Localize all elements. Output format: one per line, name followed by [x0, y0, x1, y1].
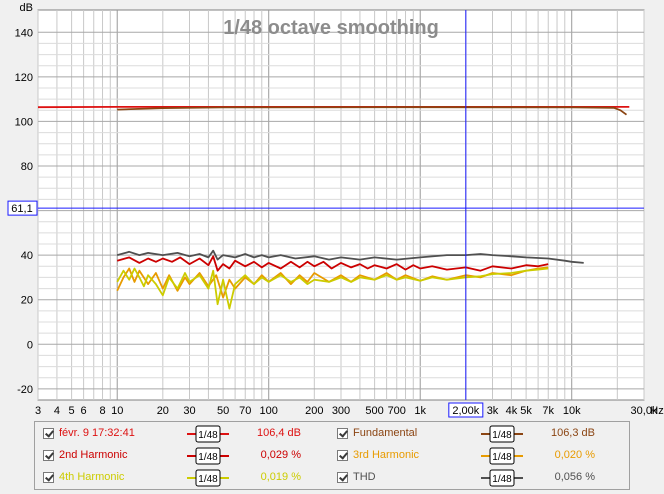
x-tick-label: 50 [217, 405, 229, 417]
y-tick-label: 80 [21, 161, 33, 173]
series-line-5 [116, 249, 584, 264]
cursor-x-readout: 2,00k [452, 405, 479, 417]
legend-checkbox[interactable] [43, 428, 54, 439]
legend-label: Fundamental [353, 427, 418, 439]
x-axis-unit: Hz [650, 405, 663, 417]
x-tick-label: 20 [157, 405, 169, 417]
legend-item: Fundamental 1/48 106,3 dB [35, 424, 629, 446]
legend-checkbox[interactable] [43, 450, 54, 461]
graph-area[interactable]: 140120100806040200-20dB34568102030507010… [0, 0, 664, 420]
y-tick-label: 100 [15, 116, 33, 128]
legend-item: 2nd Harmonic 1/48 0,029 % [35, 446, 629, 468]
x-tick-label: 500 [365, 405, 383, 417]
legend-panel: févr. 9 17:32:41 1/48 106,4 dB Fundamental 1… [34, 421, 630, 490]
y-tick-label: -20 [17, 384, 33, 396]
smoothing-label: 1/48 [492, 430, 512, 441]
legend-label: THD [353, 471, 376, 483]
legend-label: 4th Harmonic [59, 471, 125, 483]
series-line-4 [116, 267, 549, 310]
x-tick-label: 5k [520, 405, 532, 417]
legend-value: 0,029 % [260, 449, 301, 461]
x-tick-label: 4k [506, 405, 518, 417]
series-line-1 [117, 106, 628, 116]
y-tick-label: 120 [15, 72, 33, 84]
x-tick-label: 7k [542, 405, 554, 417]
legend-checkbox[interactable] [337, 450, 348, 461]
cursor-y-readout: 61,1 [11, 203, 32, 215]
x-tick-label: 4 [54, 405, 60, 417]
cursor-x-box [448, 402, 484, 418]
series-line-2 [116, 255, 549, 272]
smoothing-label: 1/48 [198, 474, 218, 485]
legend-value: 0,020 % [554, 449, 595, 461]
x-tick-label: 6 [81, 405, 87, 417]
y-tick-label: 40 [21, 250, 33, 262]
smoothing-button[interactable]: 1/48 [187, 468, 229, 488]
smoothing-label: 1/48 [198, 430, 218, 441]
smoothing-button[interactable]: 1/48 [481, 446, 523, 466]
y-tick-label: 20 [21, 295, 33, 307]
legend-value: 106,3 dB [550, 427, 595, 439]
legend-value: 0,056 % [554, 471, 595, 483]
smoothing-button[interactable]: 1/48 [481, 468, 523, 488]
legend-item: 4th Harmonic 1/48 0,019 % [35, 468, 629, 490]
legend-item: févr. 9 17:32:41 1/48 106,4 dB [35, 424, 629, 446]
chart-title: 1/48 octave smoothing [223, 17, 439, 39]
x-tick-label: 30 [183, 405, 195, 417]
smoothing-button[interactable]: 1/48 [187, 446, 229, 466]
x-tick-label: 200 [305, 405, 323, 417]
x-tick-label: 100 [260, 405, 278, 417]
legend-label: 3rd Harmonic [353, 449, 420, 461]
legend-label: 2nd Harmonic [59, 449, 128, 461]
x-tick-label: 10 [111, 405, 123, 417]
cursor-y-box [7, 200, 38, 216]
x-tick-label: 30,0k [631, 405, 658, 417]
legend-item: THD 1/48 0,056 % [35, 468, 629, 490]
x-tick-label: 1k [414, 405, 426, 417]
legend-checkbox[interactable] [337, 472, 348, 483]
x-tick-label: 3 [35, 405, 41, 417]
y-axis-unit: dB [20, 2, 33, 14]
smoothing-label: 1/48 [492, 452, 512, 463]
frequency-response-chart[interactable]: 140120100806040200-20dB34568102030507010… [0, 0, 664, 420]
legend-value: 0,019 % [260, 471, 301, 483]
legend-value: 106,4 dB [256, 427, 301, 439]
smoothing-button[interactable]: 1/48 [187, 424, 229, 444]
x-tick-label: 700 [388, 405, 406, 417]
legend-item: 3rd Harmonic 1/48 0,020 % [35, 446, 629, 468]
legend-checkbox[interactable] [43, 472, 54, 483]
legend-label: févr. 9 17:32:41 [59, 427, 135, 439]
x-tick-label: 300 [332, 405, 350, 417]
smoothing-label: 1/48 [198, 452, 218, 463]
x-tick-label: 8 [99, 405, 105, 417]
x-tick-label: 3k [487, 405, 499, 417]
y-tick-label: 0 [27, 339, 33, 351]
smoothing-label: 1/48 [492, 474, 512, 485]
smoothing-button[interactable]: 1/48 [481, 424, 523, 444]
y-tick-label: 140 [15, 27, 33, 39]
x-tick-label: 10k [563, 405, 581, 417]
x-tick-label: 5 [69, 405, 75, 417]
legend-checkbox[interactable] [337, 428, 348, 439]
x-tick-label: 70 [239, 405, 251, 417]
